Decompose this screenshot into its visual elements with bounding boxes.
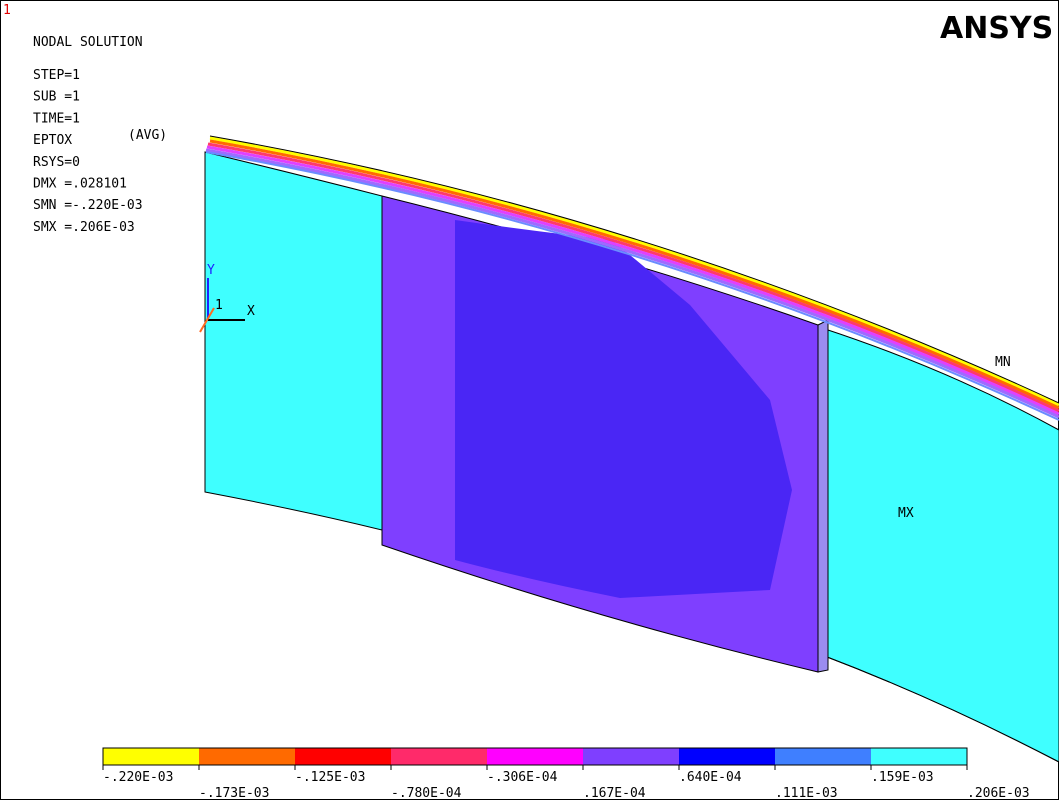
legend-label: .206E-03 [967,786,1030,800]
info-line: RSYS=0 [33,155,80,170]
legend-label: -.220E-03 [103,770,173,785]
info-line: DMX =.028101 [33,177,127,192]
axis-label: X [247,304,255,319]
legend-swatch [295,748,391,765]
legend-label: -.125E-03 [295,770,365,785]
legend-swatch [199,748,295,765]
side-strip [818,320,828,672]
legend-swatch [583,748,679,765]
logo: ANSYS [940,11,1053,46]
info-line: TIME=1 [33,111,80,126]
legend-label: .111E-03 [775,786,838,800]
legend-swatch [103,748,199,765]
legend-swatch [487,748,583,765]
axis-label: 1 [215,298,223,313]
title: NODAL SOLUTION [33,35,143,50]
info-line: SMN =-.220E-03 [33,198,143,213]
graphics-window: Y X 1 1 ANSYS NODAL SOLUTION (AVG) MX MN… [0,0,1059,800]
window-number: 1 [3,3,11,18]
info-line: EPTOX [33,133,72,148]
legend-label: .159E-03 [871,770,934,785]
legend-label: -.780E-04 [391,786,462,800]
legend-swatch [775,748,871,765]
max-marker: MX [898,506,914,521]
legend-swatch [679,748,775,765]
legend-swatch [391,748,487,765]
legend-label: -.306E-04 [487,770,558,785]
info-line: STEP=1 [33,68,80,83]
legend-label: .167E-04 [583,786,646,800]
min-marker: MN [995,355,1011,370]
legend-label: .640E-04 [679,770,742,785]
info-line: SMX =.206E-03 [33,220,135,235]
legend-label: -.173E-03 [199,786,269,800]
axis-label: Y [207,263,215,278]
left-panel [205,152,382,530]
legend-swatch [871,748,967,765]
avg-note: (AVG) [128,128,167,143]
info-line: SUB =1 [33,90,80,105]
